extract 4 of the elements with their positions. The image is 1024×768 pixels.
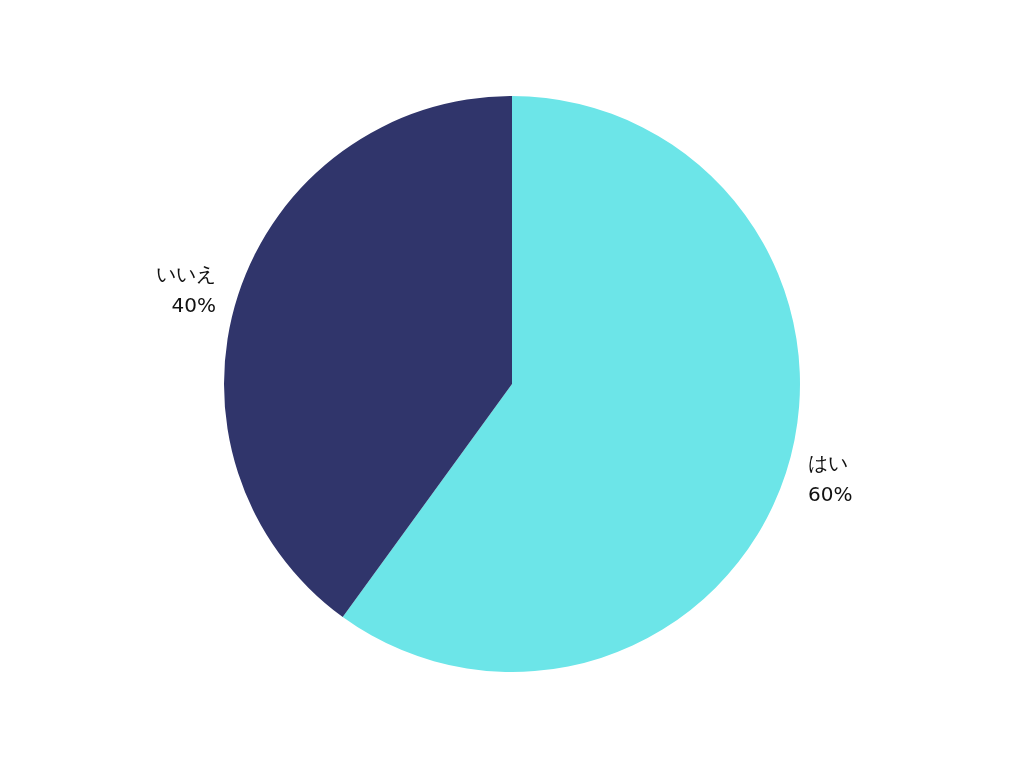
data-label: 40%: [171, 292, 216, 317]
slice-label: はい: [808, 451, 849, 476]
data-label: 60%: [808, 482, 853, 507]
slice-label: いいえ: [155, 261, 216, 286]
